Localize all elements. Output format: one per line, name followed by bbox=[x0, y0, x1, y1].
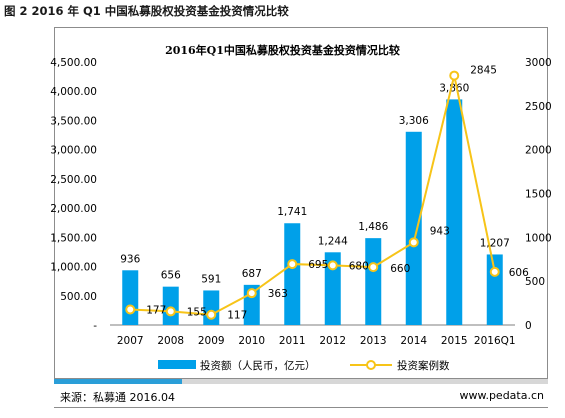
left-axis-tick-label: 1,500.00 bbox=[50, 232, 97, 244]
bar-value-label: 591 bbox=[201, 273, 221, 285]
line-value-label: 2845 bbox=[470, 65, 497, 77]
line-value-label: 943 bbox=[430, 225, 450, 237]
bar-value-label: 1,741 bbox=[277, 206, 307, 218]
line-point-2011 bbox=[287, 259, 298, 270]
x-axis-tick-label: 2012 bbox=[319, 335, 346, 347]
bar-2016Q1 bbox=[486, 254, 503, 325]
line-point-2015 bbox=[449, 70, 460, 81]
left-axis-tick-label: - bbox=[93, 320, 97, 332]
left-axis-tick-label: 1,000.00 bbox=[50, 262, 97, 274]
left-axis-tick-label: 4,000.00 bbox=[50, 86, 97, 98]
x-axis-tick-label: 2016Q1 bbox=[474, 335, 516, 347]
left-axis-tick-label: 500.00 bbox=[60, 291, 97, 303]
line-point-2007 bbox=[125, 304, 136, 315]
line-point-2008 bbox=[165, 306, 176, 317]
line-point-2012 bbox=[327, 260, 338, 271]
bottom-strip-accent bbox=[54, 379, 182, 384]
bar-2007 bbox=[122, 270, 139, 325]
bottom-strip bbox=[54, 379, 548, 384]
figure-caption: 图 2 2016 年 Q1 中国私募股权投资基金投资情况比较 bbox=[4, 4, 289, 18]
right-axis-tick-label: 1500 bbox=[525, 189, 552, 201]
right-axis-tick-label: 2500 bbox=[525, 101, 552, 113]
legend-bar-label: 投资额（人民币，亿元） bbox=[200, 359, 316, 372]
line-value-label: 695 bbox=[308, 259, 328, 271]
x-axis-tick-label: 2008 bbox=[157, 335, 184, 347]
line-point-2016Q1 bbox=[489, 266, 500, 277]
x-axis-tick-label: 2013 bbox=[360, 335, 387, 347]
bar-2013 bbox=[365, 238, 382, 325]
bar-value-label: 936 bbox=[120, 253, 140, 265]
bar-value-label: 687 bbox=[242, 268, 262, 280]
right-axis-tick-label: 3000 bbox=[525, 57, 552, 69]
x-axis-tick-label: 2011 bbox=[279, 335, 306, 347]
left-axis-tick-label: 3,500.00 bbox=[50, 115, 97, 127]
left-axis-tick-label: 2,500.00 bbox=[50, 174, 97, 186]
x-axis-tick-label: 2014 bbox=[400, 335, 427, 347]
chart-title: 2016年Q1中国私募股权投资基金投资情况比较 bbox=[165, 44, 400, 57]
line-value-label: 363 bbox=[268, 288, 288, 300]
line-value-label: 117 bbox=[227, 310, 247, 322]
bar-2015 bbox=[446, 99, 463, 325]
legend-bar-swatch bbox=[158, 360, 196, 369]
right-axis-tick-label: 500 bbox=[525, 276, 545, 288]
bar-value-label: 656 bbox=[161, 270, 181, 282]
line-point-2009 bbox=[206, 309, 217, 320]
left-axis-tick-label: 2,000.00 bbox=[50, 203, 97, 215]
line-series-case-count bbox=[130, 75, 496, 316]
line-value-label: 155 bbox=[187, 306, 207, 318]
bar-2011 bbox=[284, 223, 301, 325]
x-axis-tick-label: 2007 bbox=[117, 335, 144, 347]
line-point-2013 bbox=[368, 262, 379, 273]
x-axis-tick-label: 2009 bbox=[198, 335, 225, 347]
left-axis-tick-label: 3,000.00 bbox=[50, 145, 97, 157]
line-point-2010 bbox=[246, 288, 257, 299]
x-axis-tick-label: 2010 bbox=[238, 335, 265, 347]
line-value-label: 680 bbox=[349, 260, 369, 272]
right-axis-tick-label: 1000 bbox=[525, 232, 552, 244]
bar-value-label: 1,244 bbox=[318, 235, 348, 247]
line-value-label: 177 bbox=[146, 304, 166, 316]
left-axis-tick-label: 4,500.00 bbox=[50, 57, 97, 69]
right-axis-tick-label: 2000 bbox=[525, 145, 552, 157]
bar-value-label: 3,306 bbox=[399, 115, 429, 127]
legend-line-label: 投资案例数 bbox=[397, 359, 450, 372]
legend-line-marker bbox=[366, 360, 376, 370]
source-row: 来源：私募通 2016.04 www.pedata.cn bbox=[54, 385, 548, 408]
bar-2008 bbox=[162, 286, 179, 325]
bar-2012 bbox=[324, 252, 341, 325]
source-label: 来源：私募通 2016.04 bbox=[60, 391, 175, 404]
line-point-2014 bbox=[408, 237, 419, 248]
site-label: www.pedata.cn bbox=[459, 389, 544, 402]
line-value-label: 660 bbox=[390, 263, 410, 275]
bar-value-label: 3,860 bbox=[439, 82, 469, 94]
bar-2014 bbox=[405, 131, 422, 325]
bar-value-label: 1,486 bbox=[358, 221, 388, 233]
x-axis-tick-label: 2015 bbox=[441, 335, 468, 347]
line-value-label: 606 bbox=[509, 267, 529, 279]
right-axis-tick-label: 0 bbox=[525, 320, 532, 332]
bar-value-label: 1,207 bbox=[480, 237, 510, 249]
